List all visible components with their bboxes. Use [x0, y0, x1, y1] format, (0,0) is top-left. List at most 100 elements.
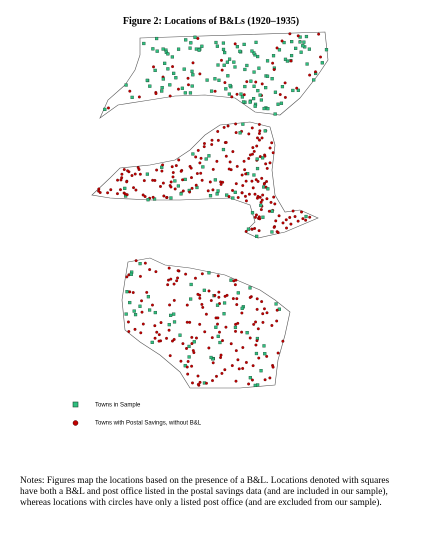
town-square	[241, 122, 245, 126]
town-circle	[271, 151, 275, 155]
town-circle	[265, 197, 269, 201]
town-square	[304, 34, 309, 39]
town-circle	[216, 138, 220, 142]
town-circle	[261, 193, 265, 197]
town-circle	[278, 93, 282, 96]
town-circle	[115, 192, 119, 196]
town-square	[138, 304, 142, 308]
town-circle	[98, 191, 102, 194]
town-circle	[125, 275, 129, 279]
town-square	[221, 147, 226, 152]
town-square	[201, 165, 205, 169]
town-circle	[190, 335, 194, 339]
town-circle	[126, 169, 130, 173]
town-square	[307, 47, 311, 51]
town-circle	[296, 34, 300, 38]
town-circle	[207, 289, 211, 293]
town-circle	[220, 371, 224, 375]
town-circle	[247, 382, 251, 386]
town-square	[242, 42, 246, 47]
town-circle	[125, 193, 129, 197]
town-circle	[259, 208, 263, 212]
town-circle	[196, 374, 200, 378]
town-square	[142, 41, 146, 46]
town-circle	[241, 366, 245, 370]
town-circle	[145, 290, 149, 294]
town-square	[245, 63, 249, 68]
town-circle	[184, 272, 188, 276]
town-circle	[119, 188, 122, 192]
town-circle	[265, 311, 269, 315]
town-circle	[128, 290, 132, 294]
town-square	[253, 104, 257, 108]
town-square	[238, 131, 242, 135]
town-square	[253, 383, 257, 388]
town-circle	[216, 322, 219, 326]
town-square	[301, 44, 305, 48]
town-square	[172, 320, 177, 324]
town-square	[207, 154, 211, 158]
town-circle	[138, 274, 142, 278]
town-square	[202, 288, 206, 292]
town-square	[213, 178, 217, 182]
town-circle	[289, 222, 293, 226]
town-square	[280, 85, 285, 89]
town-square	[218, 340, 222, 345]
town-circle	[234, 122, 238, 126]
town-circle	[131, 291, 135, 294]
town-square	[271, 54, 276, 58]
town-circle	[261, 312, 265, 316]
town-circle	[210, 336, 214, 340]
town-square	[213, 77, 217, 81]
town-circle	[314, 70, 317, 74]
town-circle	[222, 125, 226, 129]
town-circle	[255, 297, 259, 301]
town-circle	[169, 277, 173, 281]
town-square	[239, 92, 243, 96]
town-square	[176, 47, 181, 51]
town-circle	[262, 182, 266, 186]
town-square	[243, 84, 247, 89]
figure: Figure 2: Locations of B&Ls (1920–1935) …	[72, 16, 329, 427]
notes: Notes: Figures map the locations based o…	[20, 476, 390, 508]
town-circle	[244, 172, 248, 176]
town-circle	[270, 324, 274, 327]
town-square	[167, 323, 171, 327]
town-circle	[271, 61, 275, 65]
town-square	[265, 74, 270, 78]
town-square	[133, 313, 138, 317]
town-square	[266, 187, 270, 191]
town-square	[263, 129, 267, 133]
town-circle	[248, 296, 252, 299]
town-circle	[134, 259, 138, 263]
town-square	[225, 193, 229, 197]
town-circle	[242, 159, 246, 163]
town-circle	[255, 339, 259, 343]
town-circle	[276, 351, 280, 355]
town-circle	[160, 169, 164, 173]
legend-label: Towns with Postal Savings, without B&L	[95, 421, 202, 427]
town-circle	[191, 381, 194, 385]
town-circle	[127, 330, 131, 333]
town-circle	[201, 305, 205, 309]
town-circle	[141, 322, 145, 326]
town-square	[215, 44, 219, 48]
town-circle	[128, 89, 132, 93]
town-square	[229, 278, 233, 282]
town-circle	[133, 327, 137, 331]
town-square	[169, 196, 173, 200]
town-circle	[276, 231, 280, 235]
town-square	[180, 86, 184, 90]
town-circle	[227, 167, 231, 171]
town-square	[161, 77, 165, 81]
town-circle	[248, 336, 252, 340]
town-square	[145, 172, 149, 176]
town-square	[216, 189, 220, 193]
town-square	[138, 262, 142, 266]
town-square	[217, 78, 221, 82]
town-circle	[186, 372, 190, 376]
town-circle	[243, 194, 247, 198]
town-square	[173, 179, 177, 183]
town-circle	[211, 361, 215, 365]
town-circle	[258, 129, 262, 133]
